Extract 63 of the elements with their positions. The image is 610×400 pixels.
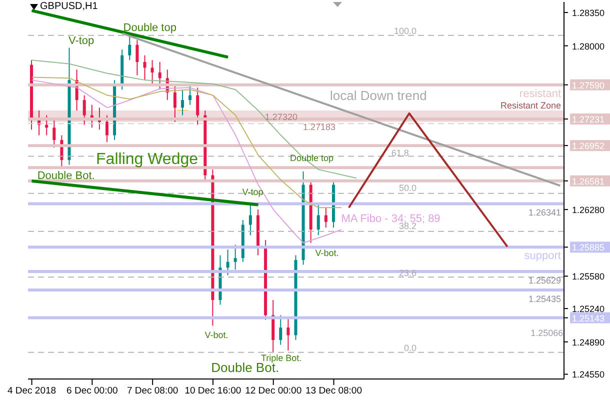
candlestick xyxy=(158,61,162,90)
candlestick xyxy=(128,34,132,61)
ref-line-label: support xyxy=(524,250,561,262)
candlestick xyxy=(226,249,230,276)
x-tick-label: 7 Dec 08:00 xyxy=(126,386,178,397)
annotation: 0.0 xyxy=(404,343,417,353)
candlestick xyxy=(105,114,108,142)
annotation: 50.0 xyxy=(398,183,417,193)
y-tick-label: 1.25580 xyxy=(572,272,605,282)
annotation: 1.27183 xyxy=(303,122,336,132)
chart-title: GBPUSD,H1 xyxy=(40,1,98,12)
annotation: Double top xyxy=(123,22,176,34)
candlestick xyxy=(173,84,176,122)
annotation: V-bot. xyxy=(315,248,339,258)
annotation: 100.0 xyxy=(394,26,417,36)
line-series xyxy=(31,60,357,179)
x-tick-label: 6 Dec 00:00 xyxy=(66,386,118,397)
annotation: Double top xyxy=(290,153,334,163)
candlestick xyxy=(234,244,237,270)
y-tick-label: 1.25240 xyxy=(572,304,605,314)
annotation: Double Bot. xyxy=(37,170,95,182)
annotation: V-top xyxy=(242,187,264,197)
x-tick-label: 12 Dec 00:00 xyxy=(245,386,302,397)
annotation: V-top xyxy=(68,35,94,47)
ref-line-label: 1.25629 xyxy=(528,276,561,286)
annotation: 1.25066 xyxy=(530,328,564,338)
y-tick-label: 1.26952 xyxy=(572,141,605,152)
y-tick-label: 1.26581 xyxy=(572,176,605,186)
y-tick-label: 1.27590 xyxy=(572,80,605,90)
annotation: 61.8 xyxy=(391,148,409,158)
y-tick-label: 1.26280 xyxy=(572,205,605,216)
y-tick-label: 1.24890 xyxy=(572,337,605,348)
candlestick xyxy=(316,204,320,236)
y-tick-label: 1.27231 xyxy=(572,114,605,125)
candlestick xyxy=(82,94,86,126)
candlestick xyxy=(52,120,56,148)
annotation: V-bot. xyxy=(204,330,228,340)
y-tick-label: 1.25885 xyxy=(572,242,605,253)
candlestick xyxy=(136,40,139,76)
y-tick-label: 1.28350 xyxy=(572,8,605,18)
annotation: Falling Wedge xyxy=(96,151,198,168)
annotation: 1.27320 xyxy=(264,112,298,122)
candlestick xyxy=(143,54,146,81)
candlestick xyxy=(180,89,184,116)
y-tick-label: 1.25143 xyxy=(572,313,605,324)
x-tick-label: 4 Dec 2018 xyxy=(7,386,56,397)
annotation: local Down trend xyxy=(330,88,427,103)
annotation: 38.2 xyxy=(398,221,417,231)
x-tick-label: 10 Dec 16:00 xyxy=(184,386,242,397)
annotation: 23.6 xyxy=(398,268,417,278)
candlestick xyxy=(150,60,154,86)
band-label: Resistant Zone xyxy=(500,100,561,111)
candlestick xyxy=(196,87,200,126)
y-tick-label: 1.28000 xyxy=(572,41,605,52)
candlestick xyxy=(279,314,282,346)
candlestick xyxy=(286,318,290,351)
ref-line-label: 1.25435 xyxy=(528,294,561,304)
candlestick xyxy=(188,84,192,106)
ref-line-label: 1.26341 xyxy=(528,208,561,218)
y-tick-label: 1.24550 xyxy=(572,370,605,380)
ref-line-label: resistant xyxy=(519,88,561,100)
candlestick xyxy=(324,207,328,228)
x-tick-label: 13 Dec 08:00 xyxy=(305,386,362,397)
